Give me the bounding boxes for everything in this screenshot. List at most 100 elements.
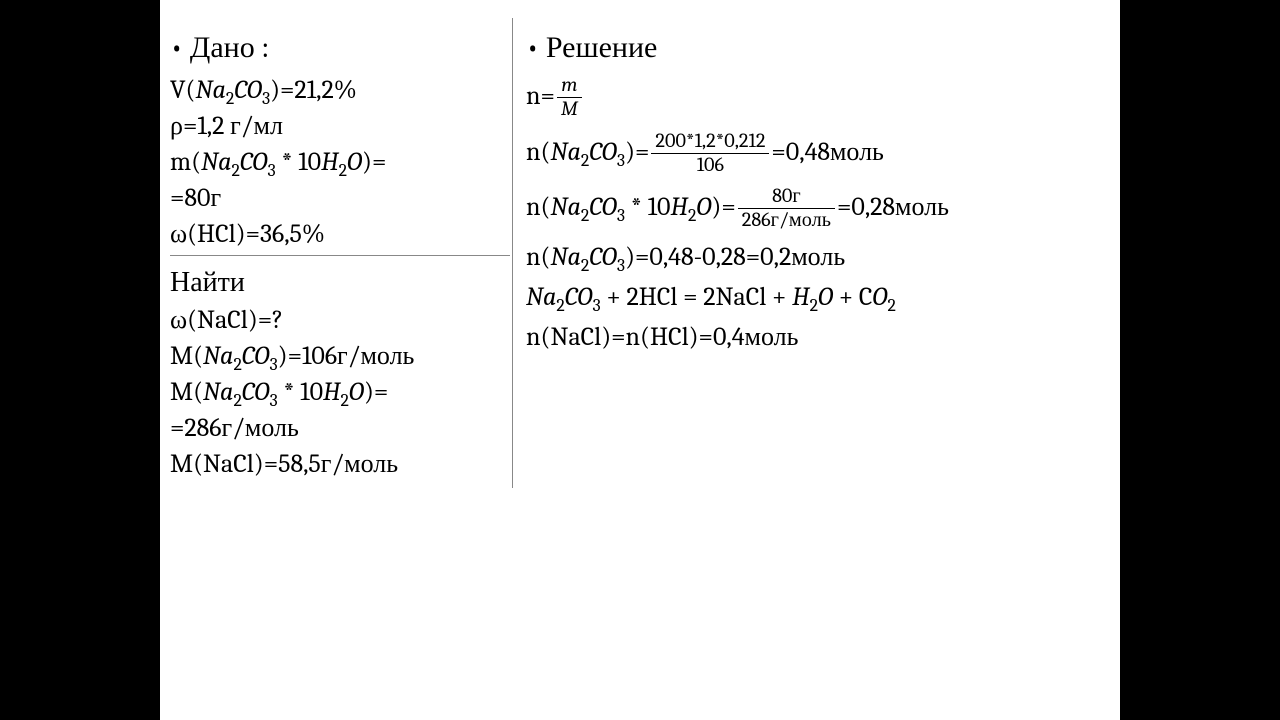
txt: M( xyxy=(170,341,203,371)
txt: )= xyxy=(364,377,388,407)
sub: 3 xyxy=(617,151,625,171)
txt: )=21,2% xyxy=(270,75,357,105)
find-line-3: M(Na2CO3 * 10H2O)= xyxy=(170,377,510,407)
chem: Na xyxy=(203,377,233,407)
txt: V( xyxy=(170,75,195,105)
chem: CO xyxy=(589,242,617,272)
given-line-2: ρ=1,2 г/мл xyxy=(170,111,510,141)
chem: Na xyxy=(201,147,231,177)
find-line-5: M(NaCl)=58,5г/моль xyxy=(170,449,510,479)
sub: 3 xyxy=(617,256,625,276)
sub: 3 xyxy=(592,296,600,316)
sub: 3 xyxy=(269,355,277,375)
solution-header: Решение xyxy=(526,30,1110,65)
sol-line-3: n(Na2CO3 * 10H2O)=80г286г/моль=0,28моль xyxy=(526,186,1110,232)
sub: 2 xyxy=(581,256,589,276)
vertical-divider xyxy=(512,18,513,488)
slide: Дано : V(Na2CO3)=21,2% ρ=1,2 г/мл m(Na2C… xyxy=(160,0,1120,720)
sol-line-6: n(NaCl)=n(HCl)=0,4моль xyxy=(526,322,1110,352)
numerator: m xyxy=(557,75,582,98)
given-line-3: m(Na2CO3 * 10H2O)= xyxy=(170,147,510,177)
txt: * 10 xyxy=(625,192,670,222)
find-line-2: M(Na2CO3)=106г/моль xyxy=(170,341,510,371)
sub: 2 xyxy=(339,161,347,181)
txt: n( xyxy=(526,192,550,222)
sub: 3 xyxy=(617,206,625,226)
fraction: mM xyxy=(557,75,582,121)
txt: m( xyxy=(170,147,201,177)
chem: H xyxy=(792,282,810,312)
chem: H xyxy=(321,147,339,177)
txt: * 10 xyxy=(278,377,323,407)
txt: * 10 xyxy=(276,147,321,177)
fraction: 200*1,2*0,212106 xyxy=(651,131,769,177)
chem: Na xyxy=(526,282,556,312)
txt: n( xyxy=(526,136,550,166)
sub: 2 xyxy=(888,296,896,316)
sub: 2 xyxy=(233,355,241,375)
sub: 3 xyxy=(268,161,276,181)
given-header: Дано : xyxy=(170,30,510,65)
chem: O xyxy=(349,377,364,407)
sub: 3 xyxy=(262,89,270,109)
chem: Na xyxy=(550,242,580,272)
txt: =0,28моль xyxy=(837,192,949,222)
txt: )= xyxy=(711,192,735,222)
txt: n= xyxy=(526,81,555,111)
columns: Дано : V(Na2CO3)=21,2% ρ=1,2 г/мл m(Na2C… xyxy=(160,0,1120,720)
chem: O xyxy=(696,192,711,222)
chem: CO xyxy=(589,136,617,166)
sub: 3 xyxy=(269,391,277,411)
given-line-4: =80г xyxy=(170,183,510,213)
horizontal-divider xyxy=(170,255,510,256)
sub: 2 xyxy=(581,151,589,171)
sol-line-5: Na2CO3 + 2HCl = 2NaCl + H2O + CO2 xyxy=(526,282,1110,312)
sol-line-2: n(Na2CO3)=200*1,2*0,212106=0,48моль xyxy=(526,131,1110,177)
chem: Na xyxy=(550,192,580,222)
chem: O xyxy=(347,147,362,177)
given-line-5: ω(HCl)=36,5% xyxy=(170,219,510,249)
given-column: Дано : V(Na2CO3)=21,2% ρ=1,2 г/мл m(Na2C… xyxy=(160,0,510,720)
denominator: 106 xyxy=(651,154,769,176)
chem: CO xyxy=(565,282,593,312)
sol-line-1: n=mM xyxy=(526,75,1110,121)
txt: )= xyxy=(362,147,386,177)
sub: 2 xyxy=(810,296,818,316)
chem: CO xyxy=(242,341,270,371)
sol-line-4: n(Na2CO3)=0,48-0,28=0,2моль xyxy=(526,242,1110,272)
chem: CO xyxy=(240,147,268,177)
solution-column: Решение n=mM n(Na2CO3)=200*1,2*0,212106=… xyxy=(510,0,1120,720)
chem: CO xyxy=(242,377,270,407)
sub: 2 xyxy=(233,391,241,411)
chem: Na xyxy=(195,75,225,105)
chem: Na xyxy=(203,341,233,371)
sub: 2 xyxy=(556,296,564,316)
chem: CO xyxy=(234,75,262,105)
denominator: M xyxy=(557,98,582,120)
find-line-1: ω(NaCl)=? xyxy=(170,305,510,335)
numerator: 80г xyxy=(738,186,835,209)
txt: )= xyxy=(625,136,649,166)
numerator: 200*1,2*0,212 xyxy=(651,131,769,154)
find-header: Найти xyxy=(170,266,510,299)
chem: CO xyxy=(589,192,617,222)
txt: + C xyxy=(833,282,872,312)
chem: O xyxy=(872,282,887,312)
txt: + 2HCl = 2NaCl + xyxy=(601,282,793,312)
chem: Na xyxy=(550,136,580,166)
given-line-1: V(Na2CO3)=21,2% xyxy=(170,75,510,105)
denominator: 286г/моль xyxy=(738,209,835,231)
sub: 2 xyxy=(581,206,589,226)
txt: )=106г/моль xyxy=(278,341,415,371)
find-line-4: =286г/моль xyxy=(170,413,510,443)
sub: 2 xyxy=(231,161,239,181)
txt: =0,48моль xyxy=(771,136,884,166)
chem: O xyxy=(818,282,833,312)
txt: M( xyxy=(170,377,203,407)
chem: H xyxy=(323,377,341,407)
txt: )=0,48-0,28=0,2моль xyxy=(625,242,845,272)
sub: 2 xyxy=(226,89,234,109)
fraction: 80г286г/моль xyxy=(738,186,835,232)
sub: 2 xyxy=(341,391,349,411)
chem: H xyxy=(670,192,688,222)
